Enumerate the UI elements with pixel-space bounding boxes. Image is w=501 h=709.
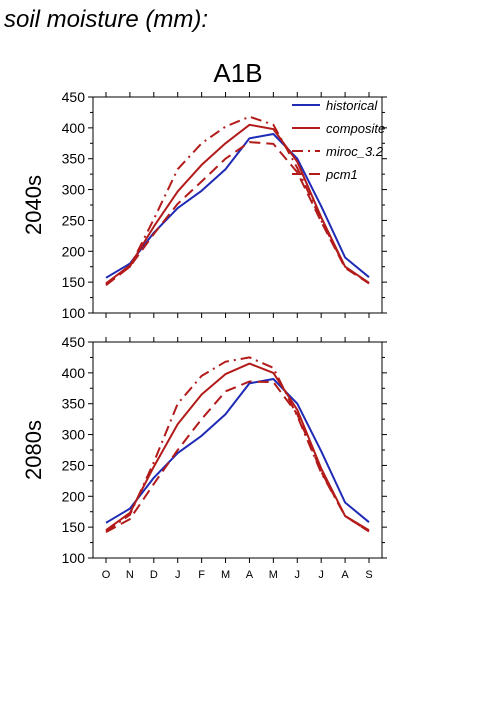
legend-label-composite: composite [326,121,385,136]
y-tick-label: 350 [62,396,86,412]
y-tick-label: 300 [62,427,86,443]
y-tick-label: 100 [62,550,86,566]
legend-label-pcm1: pcm1 [325,167,358,182]
y-tick-label: 450 [62,89,86,105]
y-tick-label: 350 [62,151,86,167]
chart-panel-2080s: 100 150 200 250 300 350 400 450 O N D J F M A M J J A S 2080… [21,334,387,581]
series-line-historical [105,133,370,279]
y-tick-label: 300 [62,182,86,198]
series-line-miroc_3.2 [105,356,370,533]
series-line-composite [105,362,370,532]
y-tick-label: 250 [62,212,86,228]
y-tick-label: 150 [62,274,86,290]
chart-panel-2040s: 100 150 200 250 300 350 400 450 2040s historical c… [21,89,387,321]
series-line-composite [105,123,370,285]
legend-label-historical: historical [326,98,378,113]
x-tick-label: J [318,569,324,581]
row-label: 2080s [21,420,46,480]
figure-title: soil moisture (mm): [4,6,208,33]
x-tick-label: M [221,569,230,581]
x-tick-label: A [341,569,349,581]
x-tick-label: F [198,569,205,581]
y-tick-label: 200 [62,243,86,259]
series-line-historical [105,378,370,524]
panel-title: A1B [213,58,262,88]
x-tick-label: J [175,569,181,581]
series-line-miroc_3.2 [105,115,370,285]
y-tick-label: 250 [62,457,86,473]
y-tick-label: 400 [62,365,86,381]
y-tick-label: 100 [62,305,86,321]
y-tick-label: 200 [62,488,86,504]
y-tick-label: 400 [62,120,86,136]
x-tick-label: S [365,569,372,581]
series-line-pcm1 [105,380,370,533]
x-tick-label: D [150,569,158,581]
plot-frame [92,341,383,559]
y-tick-label: 150 [62,519,86,535]
row-label: 2040s [21,175,46,235]
x-tick-label: A [246,569,254,581]
x-tick-label: J [295,569,301,581]
x-tick-label: M [269,569,278,581]
x-tick-label: N [126,569,134,581]
y-tick-label: 450 [62,334,86,350]
legend: historical composite miroc_3.2 pcm1 [292,98,385,182]
chart-panels: 100 150 200 250 300 350 400 450 2040s historical c… [21,89,387,581]
legend-label-miroc_3.2: miroc_3.2 [326,144,384,159]
x-tick-label: O [102,569,111,581]
series-line-pcm1 [105,141,370,286]
